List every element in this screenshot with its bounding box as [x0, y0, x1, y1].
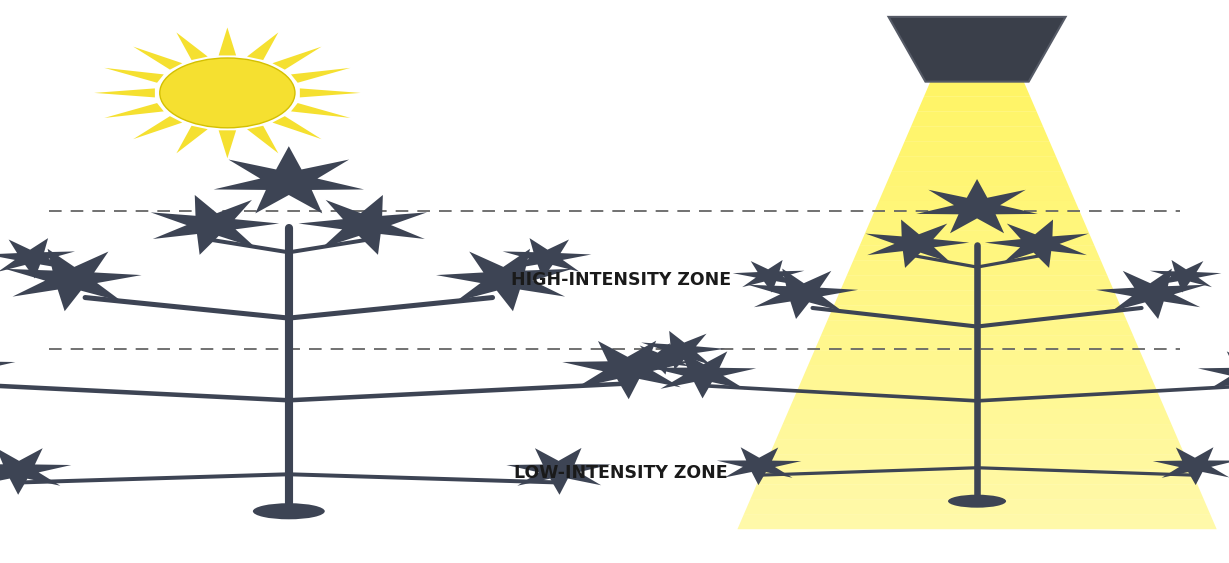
Polygon shape: [562, 341, 693, 399]
Polygon shape: [506, 448, 611, 495]
Polygon shape: [873, 201, 1082, 216]
Polygon shape: [866, 216, 1088, 231]
Polygon shape: [775, 425, 1179, 440]
Polygon shape: [273, 116, 322, 139]
Polygon shape: [865, 220, 970, 268]
Polygon shape: [0, 341, 16, 399]
Polygon shape: [650, 351, 756, 399]
Ellipse shape: [948, 495, 1007, 508]
Polygon shape: [841, 276, 1113, 291]
Polygon shape: [821, 320, 1133, 335]
Polygon shape: [847, 261, 1107, 276]
Polygon shape: [789, 395, 1165, 410]
Polygon shape: [291, 68, 350, 83]
Polygon shape: [214, 146, 364, 213]
Polygon shape: [809, 350, 1145, 365]
Polygon shape: [133, 116, 182, 139]
Polygon shape: [859, 231, 1095, 245]
Polygon shape: [104, 103, 163, 118]
Polygon shape: [795, 380, 1159, 395]
Polygon shape: [750, 484, 1204, 499]
Polygon shape: [744, 499, 1211, 515]
Polygon shape: [898, 141, 1056, 156]
Polygon shape: [911, 111, 1043, 127]
Polygon shape: [815, 335, 1139, 350]
Polygon shape: [769, 440, 1185, 455]
Polygon shape: [247, 126, 278, 153]
Polygon shape: [95, 88, 155, 97]
Polygon shape: [732, 260, 805, 293]
Polygon shape: [133, 47, 182, 70]
Polygon shape: [273, 47, 322, 70]
Polygon shape: [177, 33, 208, 60]
Ellipse shape: [253, 503, 324, 519]
Polygon shape: [300, 88, 360, 97]
Polygon shape: [219, 28, 236, 56]
Polygon shape: [219, 130, 236, 158]
Polygon shape: [833, 291, 1120, 305]
Polygon shape: [892, 156, 1062, 171]
Polygon shape: [436, 249, 573, 311]
Polygon shape: [984, 220, 1089, 268]
Polygon shape: [879, 186, 1075, 201]
Polygon shape: [737, 515, 1217, 529]
Polygon shape: [763, 455, 1191, 470]
Polygon shape: [783, 410, 1171, 425]
Polygon shape: [642, 331, 725, 370]
Polygon shape: [0, 238, 75, 279]
Polygon shape: [151, 195, 279, 255]
Text: LOW-INTENSITY ZONE: LOW-INTENSITY ZONE: [514, 464, 728, 482]
Polygon shape: [918, 97, 1036, 111]
Polygon shape: [747, 269, 858, 319]
Polygon shape: [299, 195, 426, 255]
Polygon shape: [717, 447, 801, 485]
Polygon shape: [917, 179, 1037, 233]
Polygon shape: [5, 249, 141, 311]
Polygon shape: [924, 82, 1030, 97]
Polygon shape: [624, 343, 692, 374]
Polygon shape: [885, 171, 1069, 186]
Polygon shape: [905, 127, 1050, 141]
Polygon shape: [503, 238, 591, 279]
Polygon shape: [1153, 447, 1229, 485]
Polygon shape: [1149, 260, 1222, 293]
Polygon shape: [827, 305, 1127, 320]
Polygon shape: [889, 17, 1066, 82]
Polygon shape: [104, 68, 163, 83]
Text: HIGH-INTENSITY ZONE: HIGH-INTENSITY ZONE: [510, 271, 731, 289]
Polygon shape: [853, 245, 1101, 261]
Polygon shape: [247, 33, 278, 60]
Polygon shape: [0, 448, 71, 495]
Polygon shape: [177, 126, 208, 153]
Polygon shape: [1198, 351, 1229, 399]
Polygon shape: [757, 470, 1197, 484]
Polygon shape: [801, 365, 1153, 380]
Polygon shape: [1096, 269, 1207, 319]
Polygon shape: [291, 103, 350, 118]
Ellipse shape: [160, 58, 295, 128]
